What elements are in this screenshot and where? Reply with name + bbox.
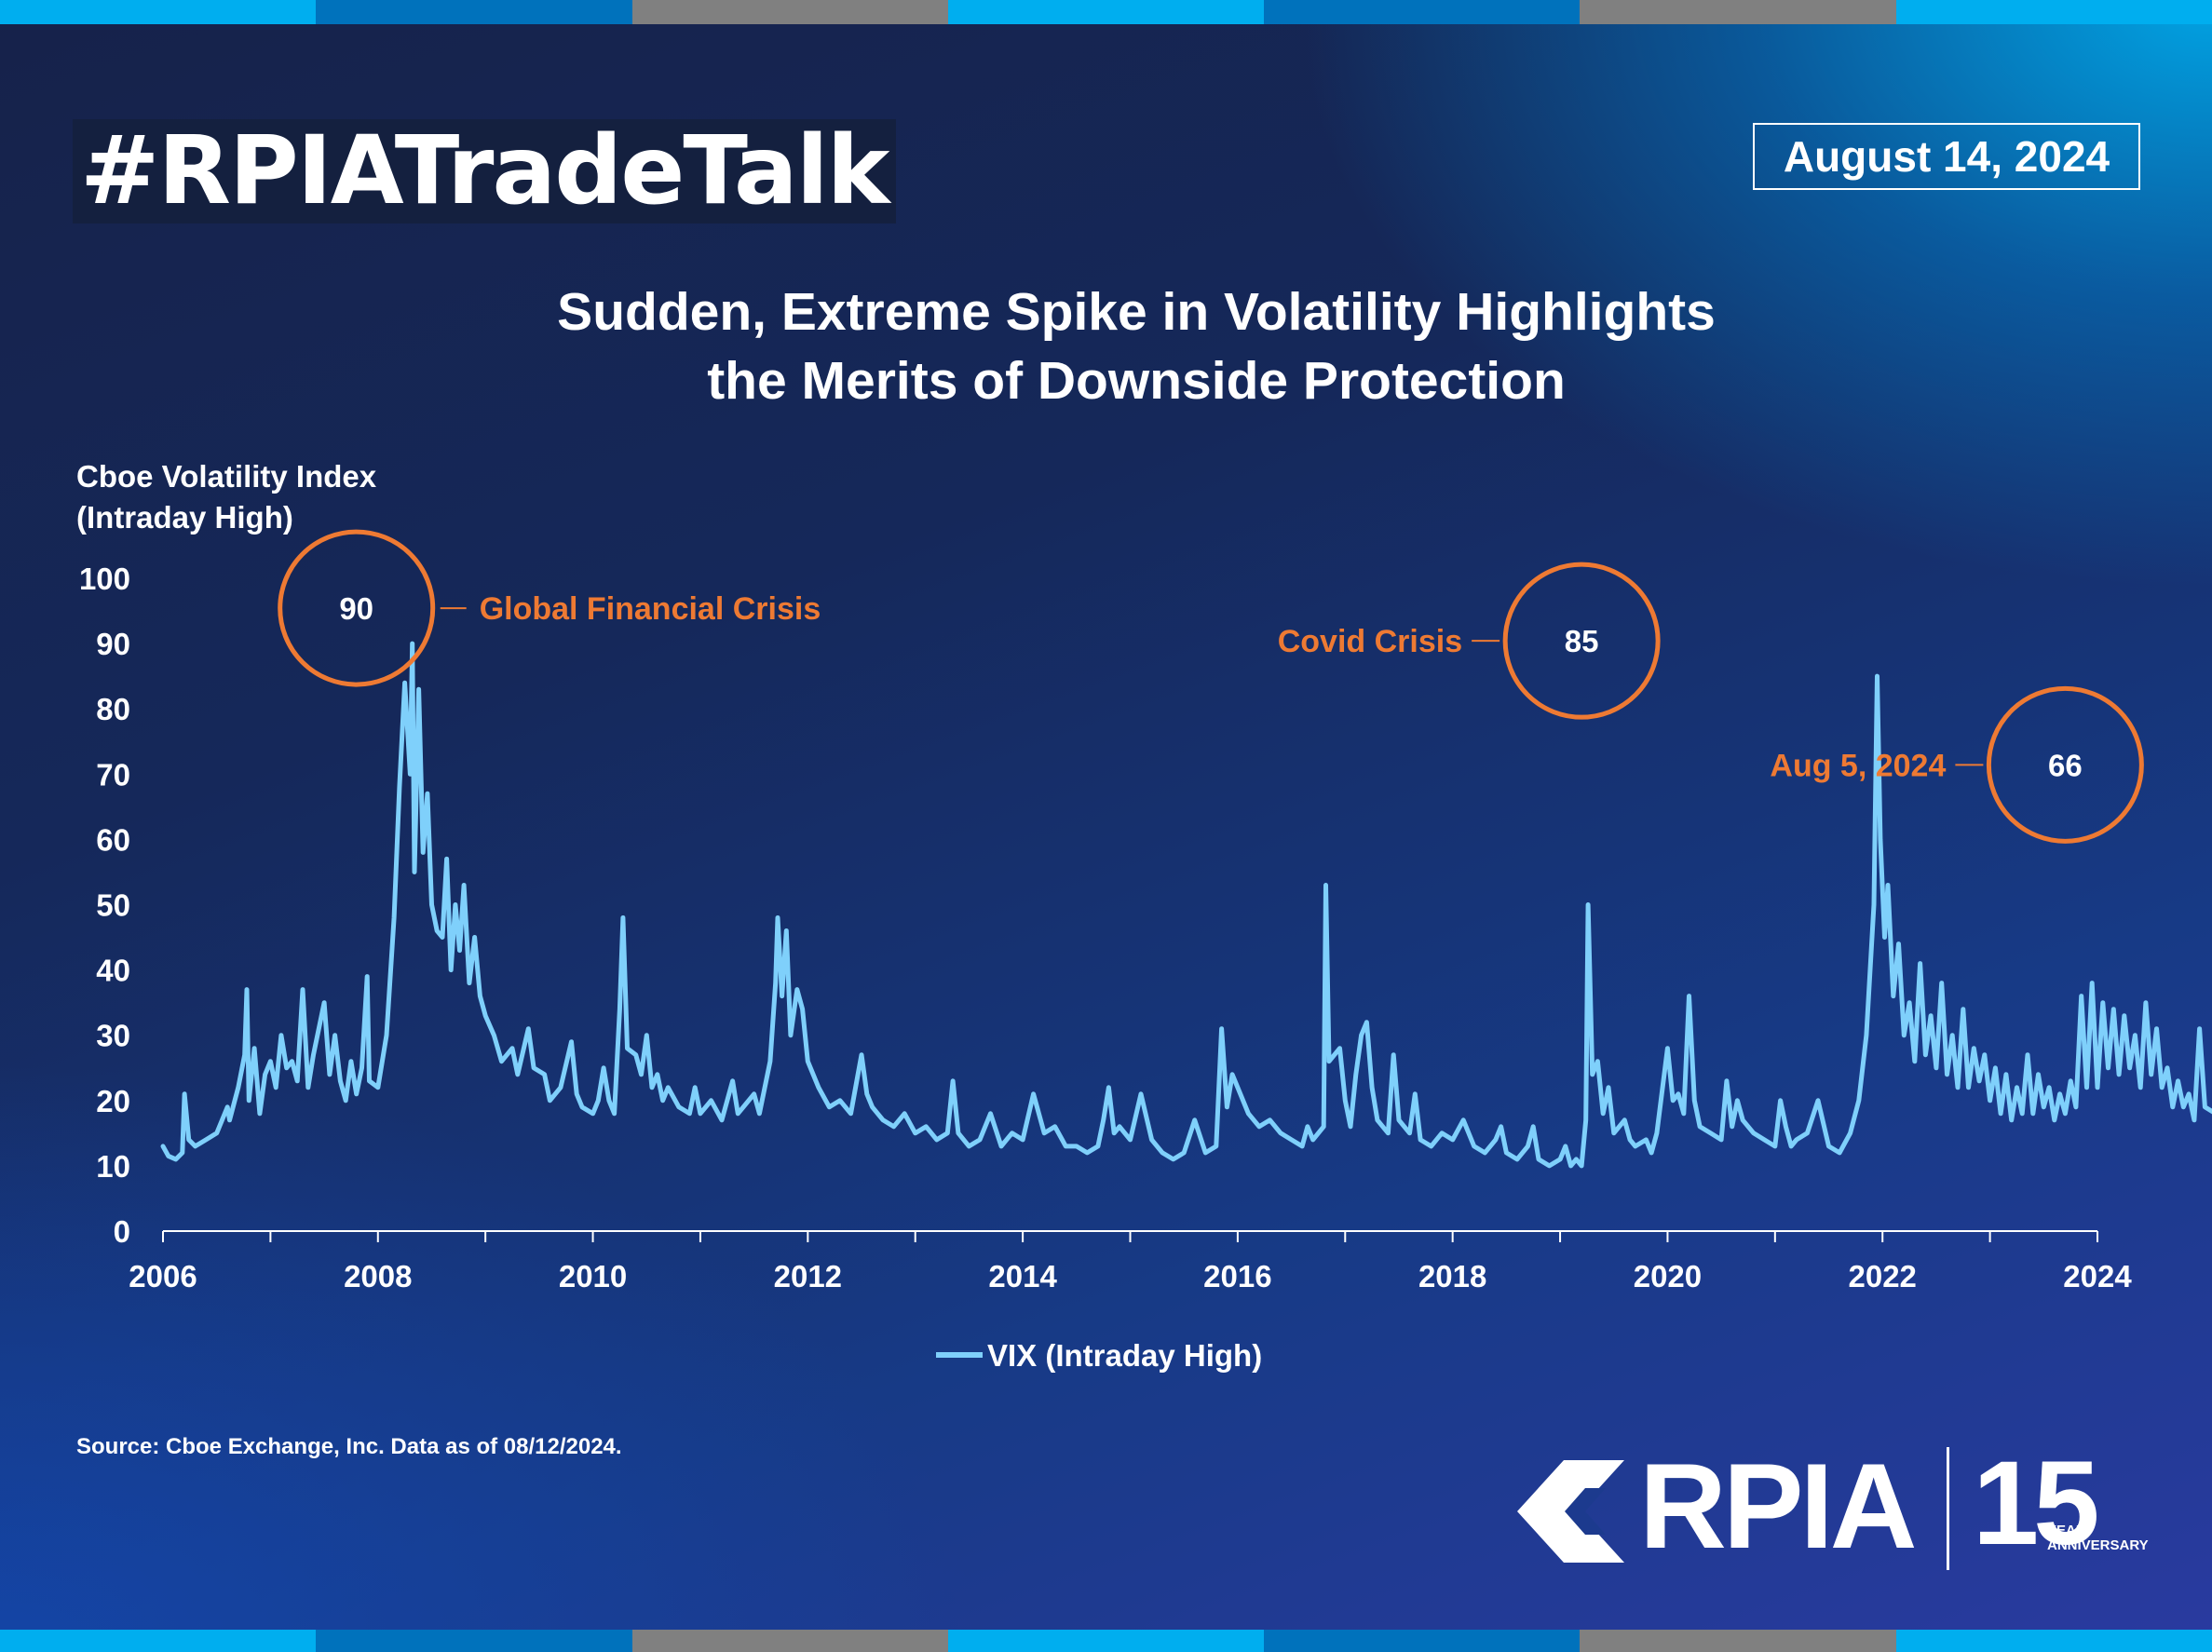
strip-segment: [0, 0, 317, 24]
x-tick-label: 2020: [1634, 1259, 1702, 1293]
strip-segment: [1895, 1630, 2212, 1652]
logo-anniversary-number: 15: [1973, 1437, 2099, 1570]
logo-anniversary-tagline: YEAR ANNIVERSARY: [2047, 1523, 2196, 1553]
rpia-logo: RPIA 15 YEAR ANNIVERSARY: [1509, 1443, 2161, 1574]
logo-tagline-line-1: YEAR: [2047, 1523, 2086, 1538]
strip-segment: [631, 1630, 948, 1652]
y-tick-label: 60: [96, 822, 130, 857]
y-axis-label-line-2: (Intraday High): [76, 500, 293, 535]
y-tick-label: 20: [96, 1084, 130, 1118]
annotation-label: Global Financial Crisis: [480, 591, 821, 627]
y-tick-label: 40: [96, 954, 130, 988]
y-axis-label-line-1: Cboe Volatility Index: [76, 459, 377, 494]
annotation-value: 90: [339, 591, 373, 626]
logo-divider: [1947, 1447, 1949, 1570]
legend-label: VIX (Intraday High): [987, 1338, 1262, 1373]
x-tick-label: 2016: [1203, 1259, 1271, 1293]
strip-segment: [947, 1630, 1265, 1652]
y-tick-label: 80: [96, 692, 130, 726]
strip-segment: [947, 0, 1265, 24]
y-tick-label: 90: [96, 627, 130, 661]
chart-title-line-2: the Merits of Downside Protection: [707, 351, 1566, 411]
strip-segment: [1264, 0, 1581, 24]
y-tick-label: 10: [96, 1149, 130, 1184]
strip-segment: [0, 1630, 317, 1652]
strip-segment: [631, 0, 948, 24]
strip-segment: [1580, 0, 1896, 24]
y-tick-label: 100: [79, 562, 130, 596]
annotation-value: 85: [1565, 624, 1599, 658]
x-tick-label: 2008: [344, 1259, 412, 1293]
x-tick-label: 2024: [2063, 1259, 2132, 1293]
strip-segment: [1580, 1630, 1896, 1652]
annotation-circle: [1502, 562, 1661, 720]
logo-wordmark: RPIA: [1639, 1438, 1918, 1574]
annotation-value: 66: [2048, 748, 2083, 782]
y-axis-label: Cboe Volatility Index (Intraday High): [76, 456, 542, 538]
top-color-strip: [0, 0, 2212, 24]
vix-series-line: [160, 641, 2212, 1169]
y-tick-label: 70: [96, 757, 130, 792]
x-tick-label: 2022: [1849, 1259, 1917, 1293]
x-tick-label: 2010: [559, 1259, 627, 1293]
annotation-circle: [1986, 685, 2144, 844]
x-tick-label: 2012: [774, 1259, 842, 1293]
strip-segment: [316, 0, 632, 24]
annotation-label: Covid Crisis: [1278, 624, 1462, 659]
chart-title-line-1: Sudden, Extreme Spike in Volatility High…: [557, 282, 1716, 342]
x-tick-label: 2006: [129, 1259, 197, 1293]
y-tick-label: 50: [96, 888, 130, 923]
hashtag-heading: #RPIATradeTalk: [73, 119, 896, 223]
date-badge: August 14, 2024: [1753, 123, 2140, 190]
strip-segment: [316, 1630, 632, 1652]
y-tick-label: 0: [114, 1214, 130, 1249]
x-tick-label: 2018: [1418, 1259, 1486, 1293]
bottom-color-strip: [0, 1630, 2212, 1652]
strip-segment: [1895, 0, 2212, 24]
annotation-circle: [278, 529, 436, 687]
chart-title: Sudden, Extreme Spike in Volatility High…: [391, 278, 1881, 415]
annotation-label: Aug 5, 2024: [1770, 748, 1946, 783]
x-tick-label: 2014: [988, 1259, 1057, 1293]
source-note: Source: Cboe Exchange, Inc. Data as of 0…: [76, 1434, 622, 1459]
logo-tagline-line-2: ANNIVERSARY: [2047, 1537, 2149, 1553]
y-tick-label: 30: [96, 1019, 130, 1053]
strip-segment: [1264, 1630, 1581, 1652]
rpia-chevron-icon: [1517, 1460, 1624, 1563]
